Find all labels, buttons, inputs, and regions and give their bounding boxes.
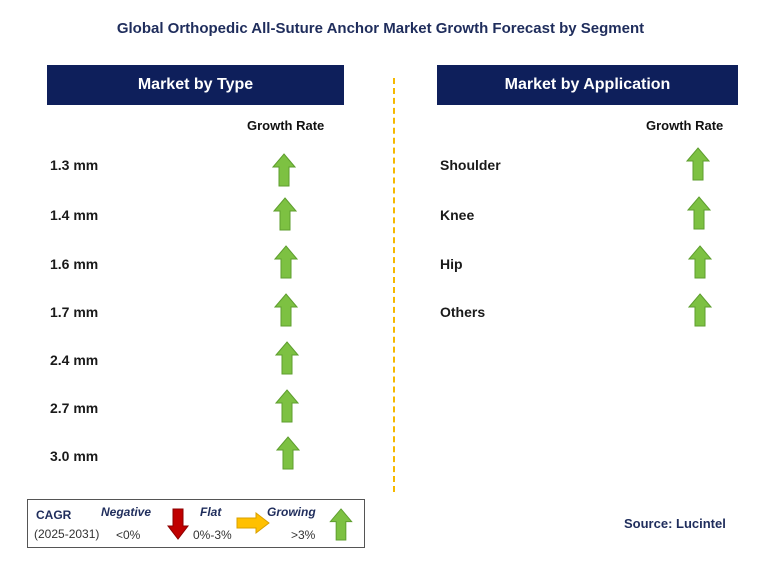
growing-arrow-icon: [274, 293, 298, 327]
source-note: Source: Lucintel: [624, 516, 726, 531]
growing-arrow-icon: [275, 341, 299, 375]
center-divider: [393, 78, 395, 492]
type-label: 3.0 mm: [50, 448, 99, 464]
type-header: Market by Type: [47, 65, 344, 105]
application-growth-rate-label: Growth Rate: [646, 118, 724, 133]
application-header: Market by Application: [437, 65, 738, 105]
legend-cagr-label: CAGR: [36, 508, 72, 522]
legend-period: (2025-2031): [34, 527, 100, 541]
growing-arrow-icon: [273, 197, 297, 231]
growing-arrow-icon: [686, 147, 710, 181]
growing-arrow-icon: [276, 436, 300, 470]
page-title: Global Orthopedic All-Suture Anchor Mark…: [116, 20, 645, 37]
growing-arrow-icon: [275, 389, 299, 423]
growing-arrow-icon: [274, 245, 298, 279]
legend-growing-range: >3%: [291, 528, 316, 542]
growing-arrow-icon: [688, 293, 712, 327]
growing-arrow-icon: [329, 508, 353, 541]
application-label: Hip: [440, 256, 463, 272]
legend-flat-label: Flat: [200, 505, 222, 519]
type-label: 1.6 mm: [50, 256, 99, 272]
legend-negative-range: <0%: [116, 528, 141, 542]
growing-arrow-icon: [687, 196, 711, 230]
type-label: 2.7 mm: [50, 400, 99, 416]
growing-arrow-icon: [272, 153, 296, 187]
legend-negative-label: Negative: [101, 505, 152, 519]
type-growth-rate-label: Growth Rate: [247, 118, 325, 133]
negative-arrow-icon: [167, 508, 189, 540]
application-label: Shoulder: [440, 157, 501, 173]
flat-arrow-icon: [236, 512, 270, 534]
legend-flat-range: 0%-3%: [193, 528, 232, 542]
type-label: 1.7 mm: [50, 304, 99, 320]
legend-box: CAGR (2025-2031) Negative <0% Flat 0%-3%…: [27, 499, 365, 548]
application-label: Others: [440, 304, 486, 320]
type-label: 2.4 mm: [50, 352, 99, 368]
type-label: 1.3 mm: [50, 157, 99, 173]
application-label: Knee: [440, 207, 475, 223]
type-label: 1.4 mm: [50, 207, 99, 223]
legend-growing-label: Growing: [267, 505, 316, 519]
growing-arrow-icon: [688, 245, 712, 279]
